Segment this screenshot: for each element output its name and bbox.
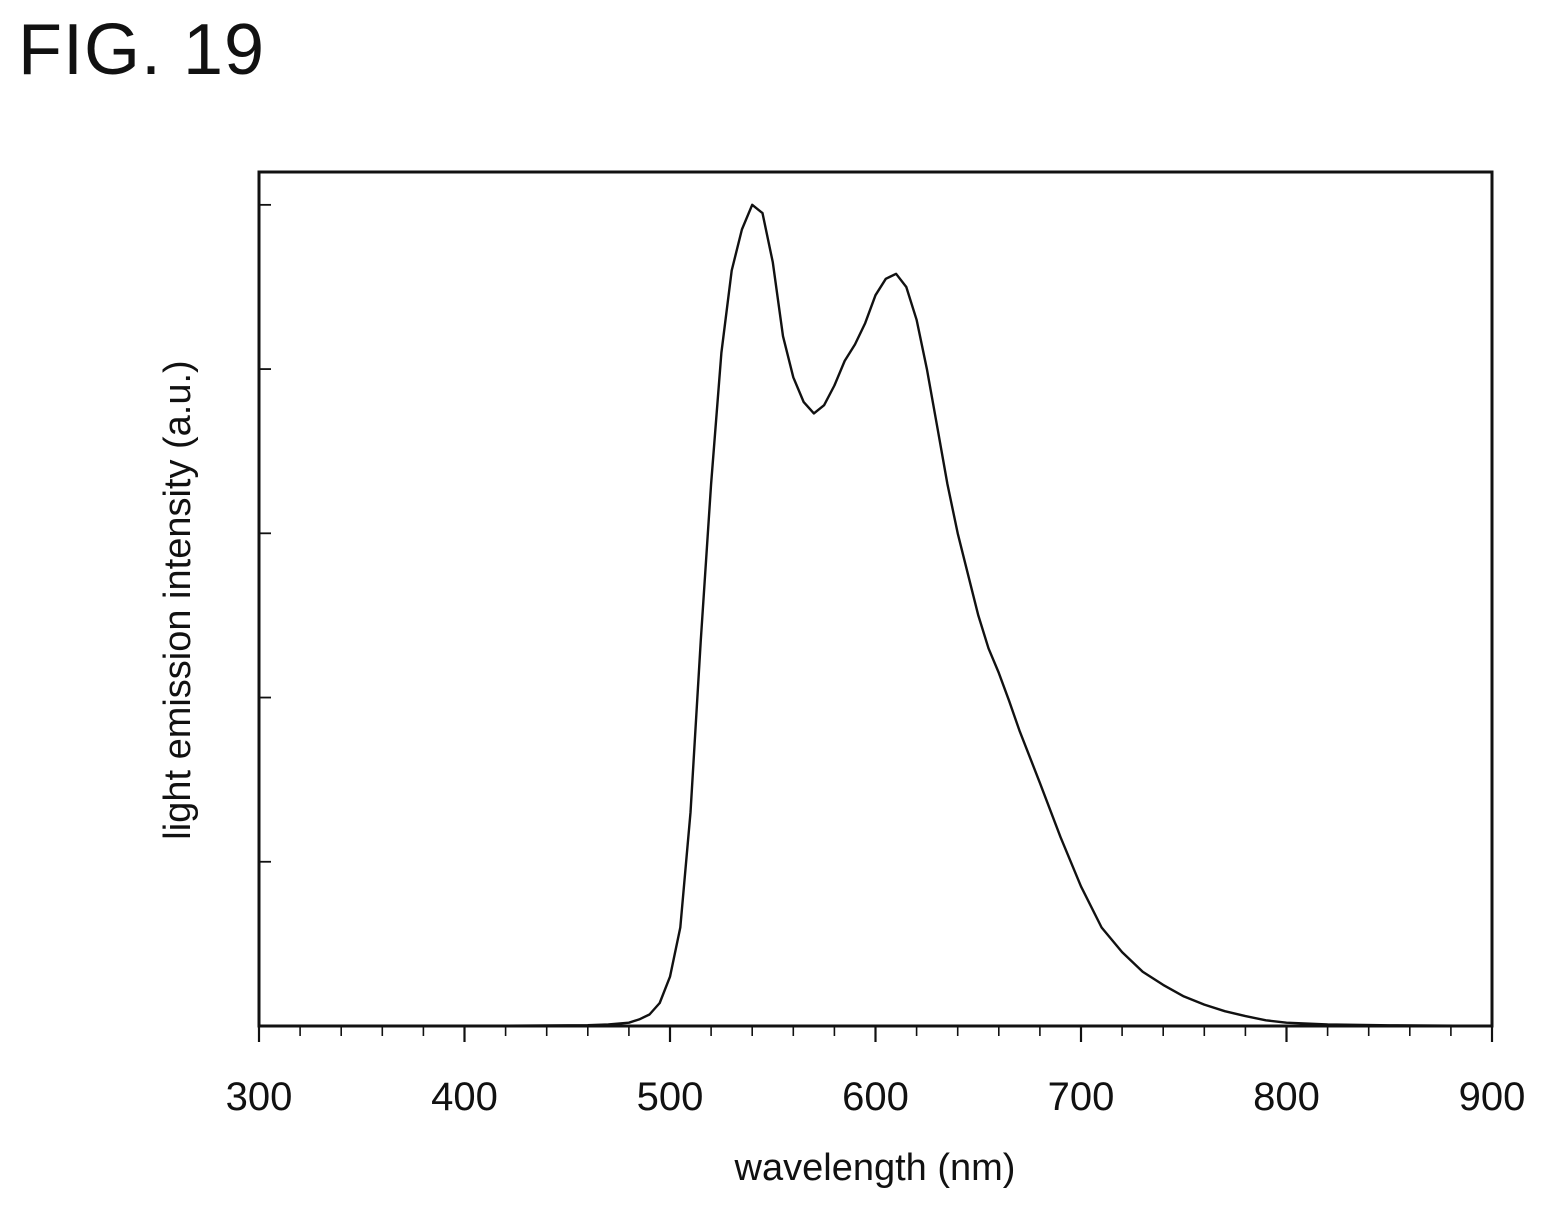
tick-marks	[257, 203, 1494, 1042]
x-tick-label: 600	[842, 1075, 909, 1119]
x-tick-label: 700	[1048, 1075, 1115, 1119]
x-tick-label: 300	[226, 1075, 293, 1119]
x-tick-label: 900	[1459, 1075, 1526, 1119]
plot-frame	[257, 170, 1494, 1028]
y-axis-label: light emission intensity (a.u.)	[157, 360, 199, 839]
x-tick-label: 800	[1253, 1075, 1320, 1119]
emission-spectrum-line	[259, 203, 1493, 1028]
figure-label: FIG. 19	[18, 10, 266, 90]
x-axis-label: wavelength (nm)	[734, 1147, 1016, 1189]
x-tick-label: 500	[637, 1075, 704, 1119]
x-tick-label: 400	[431, 1075, 498, 1119]
x-tick-labels: 300 400 500 600 700 800 900	[226, 1075, 1526, 1119]
